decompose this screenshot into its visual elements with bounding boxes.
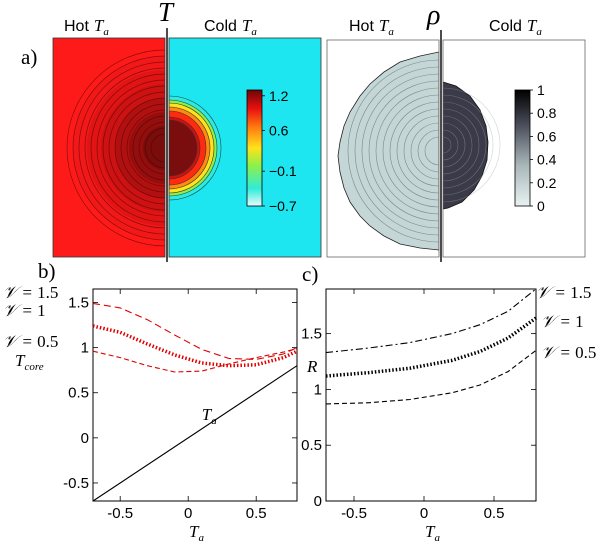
- hot-ta-label-T: Hot Ta: [64, 16, 109, 38]
- series-line: [325, 316, 538, 378]
- y-tick-label: 0: [314, 493, 322, 510]
- plot-b: -0.5 0 0.5 -0.5 0 0.5 1 1.5 Ta Tcore 𝒱 = 1.5𝒱 = 1 𝒱…: [3, 283, 298, 544]
- x-tick-label: 0: [184, 505, 192, 522]
- cold-ta-label-T: Cold Ta: [204, 16, 257, 38]
- series-label: 𝒱 = 1.5: [3, 283, 58, 302]
- cold-density-field: [443, 40, 585, 257]
- colorbar-tick-label: 0.6: [537, 128, 557, 144]
- line-annotation: Ta: [202, 405, 217, 427]
- x-axis-label: Ta: [189, 522, 204, 544]
- panel-b-label: b): [38, 259, 56, 283]
- series-label: 𝒱 = 1: [541, 312, 584, 331]
- y-axis-label: Tcore: [15, 351, 44, 373]
- plot-c: -0.5 0 0.5 0 0.5 1 1.5 Ta R 𝒱 = 1.5 𝒱 = 1 𝒱 = 0.5: [301, 283, 596, 544]
- density-colorbar: 1 0.8 0.6 0.4 0.2 0: [514, 82, 557, 214]
- colorbar-tick-label: 1.2: [269, 88, 289, 104]
- colorbar-tick-label: 0.8: [537, 105, 557, 121]
- colorbar-tick-label: −0.1: [269, 163, 297, 179]
- colorbar-tick-label: 1: [537, 82, 545, 98]
- panel-a-label: a): [21, 45, 37, 69]
- y-tick-label: 0: [81, 430, 89, 447]
- y-tick-label: 1.5: [301, 326, 322, 343]
- y-tick-label: 1.5: [68, 295, 89, 312]
- plot-frame: [92, 288, 298, 502]
- hot-density-field: [327, 40, 439, 257]
- x-tick-label: 0.5: [484, 505, 505, 522]
- y-tick-label: 1: [314, 381, 322, 398]
- series-line: [325, 288, 537, 354]
- x-axis-label: Ta: [425, 522, 440, 544]
- y-tick-label: 0.5: [301, 437, 322, 454]
- colorbar-tick-label: 0: [537, 198, 545, 214]
- y-tick-label: 1: [81, 340, 89, 357]
- y-axis-label: R: [306, 357, 318, 376]
- y-tick-label: 0.5: [68, 385, 89, 402]
- series-label: 𝒱 = 1: [3, 301, 46, 320]
- y-tick-label: -0.5: [63, 475, 89, 492]
- colorbar-tick-label: −0.7: [269, 198, 297, 214]
- series-line: [92, 365, 298, 502]
- cold-ta-label-rho: Cold Ta: [489, 16, 542, 38]
- colorbar-tick-label: 0.4: [537, 152, 557, 168]
- plot-frame: [325, 288, 537, 502]
- colorbar-tick-label: 0.6: [269, 123, 289, 139]
- series-line: [92, 302, 298, 360]
- temperature-colorbar: 1.2 0.6 −0.1 −0.7: [246, 88, 297, 214]
- x-tick-label: -0.5: [341, 505, 367, 522]
- cold-temperature-field: [169, 38, 321, 257]
- hot-ta-label-rho: Hot Ta: [349, 16, 394, 38]
- series-line: [325, 349, 537, 405]
- density-symbol: ρ: [426, 0, 440, 31]
- hot-temperature-field: [53, 38, 165, 257]
- series-line: [92, 347, 298, 373]
- x-tick-label: 0: [420, 505, 428, 522]
- temperature-symbol: T: [158, 0, 175, 27]
- colorbar-tick-label: 0.2: [537, 175, 557, 191]
- series-label: 𝒱 = 0.5: [541, 343, 596, 362]
- x-tick-label: -0.5: [107, 505, 133, 522]
- series-label: 𝒱 = 1.5: [536, 283, 591, 302]
- x-tick-label: 0.5: [246, 505, 267, 522]
- series-label: 𝒱 = 0.5: [3, 332, 58, 351]
- panel-c-label: c): [302, 262, 318, 286]
